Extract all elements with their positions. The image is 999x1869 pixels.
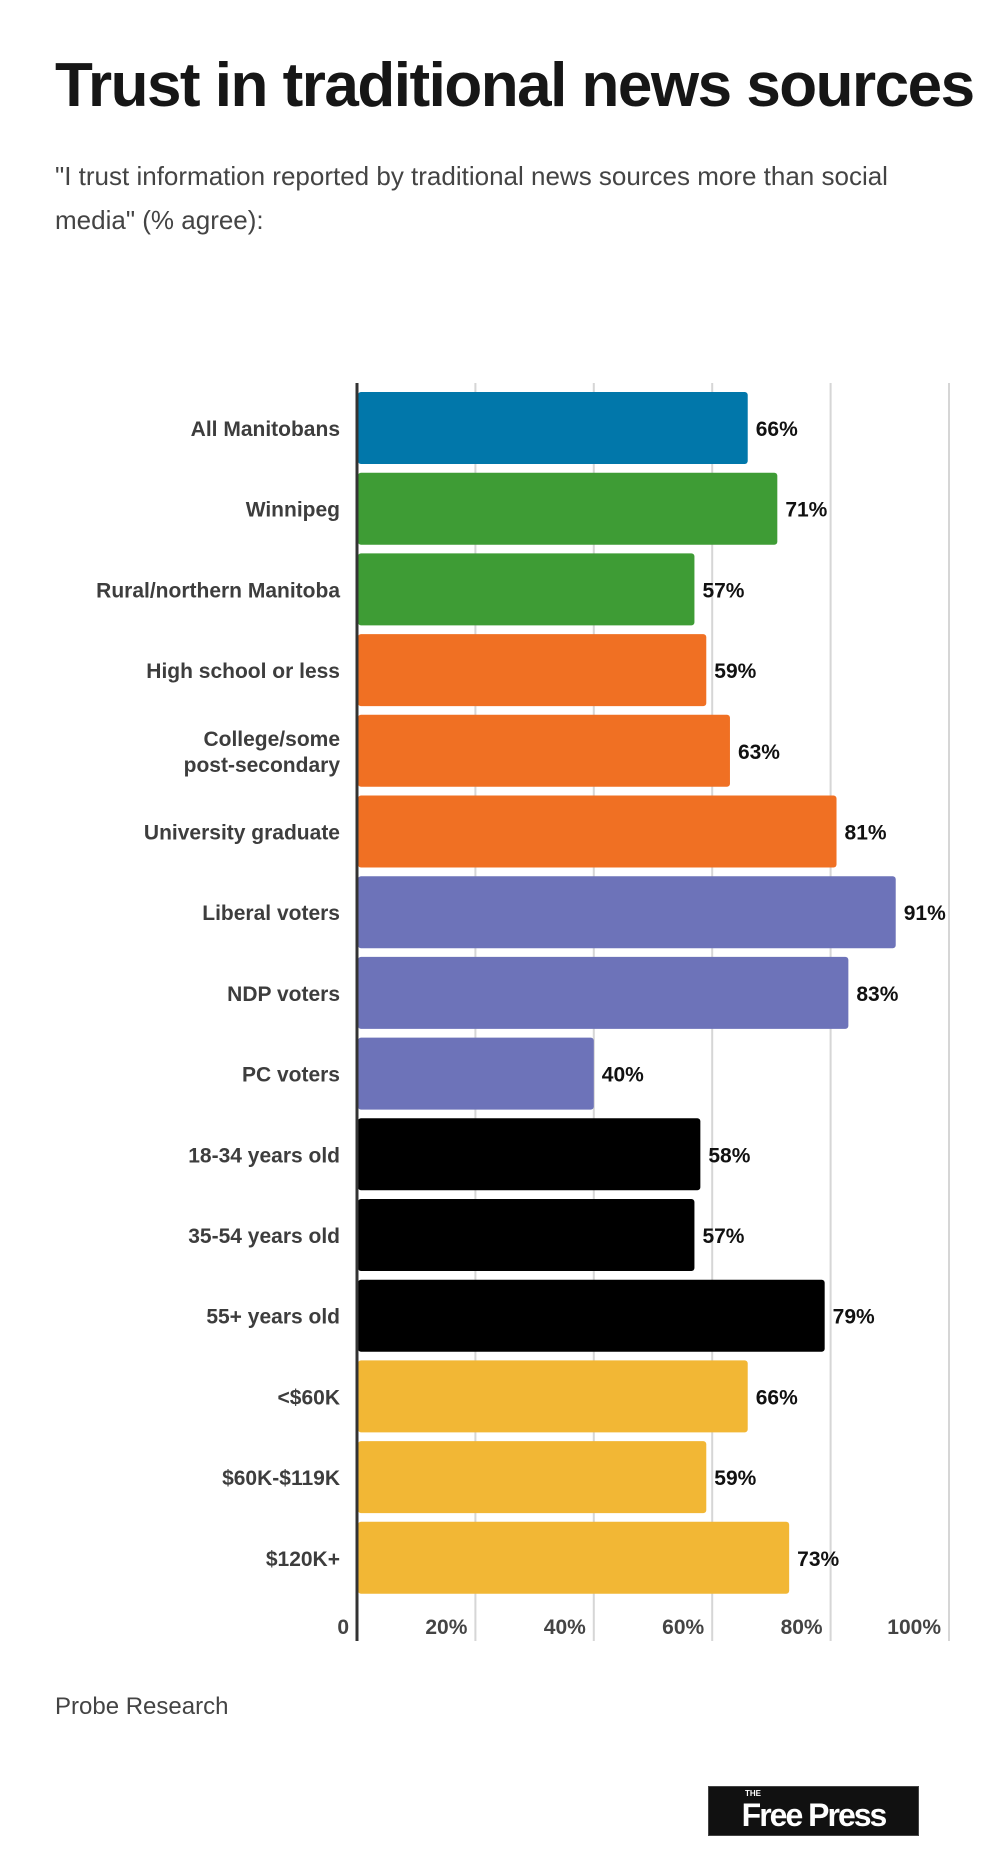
bar xyxy=(358,634,707,707)
value-label: 81% xyxy=(845,822,887,845)
category-label: University graduate xyxy=(144,822,340,845)
value-label: 79% xyxy=(833,1306,875,1329)
bar xyxy=(358,472,778,545)
value-label: 57% xyxy=(702,579,744,602)
bar xyxy=(358,876,896,949)
value-label: 83% xyxy=(856,983,898,1006)
chart-subtitle: "I trust information reported by traditi… xyxy=(55,161,888,235)
x-axis-ticks: 0 20% 40% 60% 80% 100% xyxy=(337,1616,941,1639)
category-label: High school or less xyxy=(146,660,340,683)
value-label: 63% xyxy=(738,741,780,764)
category-label: College/some post-secondary xyxy=(184,728,341,777)
category-label: Winnipeg xyxy=(246,499,340,522)
value-label: 59% xyxy=(714,660,756,683)
category-label: $60K-$119K xyxy=(222,1467,340,1490)
bar xyxy=(358,795,837,868)
value-label: 73% xyxy=(797,1548,839,1571)
value-label: 57% xyxy=(702,1225,744,1248)
x-tick-label: 20% xyxy=(425,1616,467,1639)
x-tick-label: 40% xyxy=(544,1616,586,1639)
logo-text: Free Press xyxy=(741,1797,888,1833)
bar xyxy=(358,553,695,626)
logo-small-text: THE xyxy=(745,1789,761,1798)
bar xyxy=(358,1037,594,1110)
category-label: PC voters xyxy=(242,1064,340,1087)
source-note: Probe Research xyxy=(55,1693,229,1720)
bar xyxy=(358,1360,748,1433)
category-labels: All Manitobans Winnipeg Rural/northern Man… xyxy=(96,418,340,1571)
bar xyxy=(358,1521,790,1594)
category-label: $120K+ xyxy=(266,1548,340,1571)
bar xyxy=(358,1199,695,1271)
x-tick-label: 80% xyxy=(781,1616,823,1639)
x-tick-label: 100% xyxy=(887,1616,941,1639)
bars: 66% 71% 57% 59% 63% 81% 91% 83% 40% 58% 57% 79% 66% 5… xyxy=(358,392,946,1594)
chart-title: Trust in traditional news sources xyxy=(55,51,975,120)
chart-header: Trust in traditional news sources "I tru… xyxy=(55,52,985,242)
value-label: 71% xyxy=(785,499,827,522)
category-label: NDP voters xyxy=(227,983,340,1006)
category-label: <$60K xyxy=(278,1386,340,1409)
value-label: 59% xyxy=(714,1467,756,1490)
x-tick-label: 0 xyxy=(337,1616,349,1639)
bar xyxy=(358,392,748,464)
category-label: Rural/northern Manitoba xyxy=(96,579,340,602)
category-label: 18-34 years old xyxy=(188,1144,340,1167)
free-press-logo: THE Free Press xyxy=(708,1786,919,1836)
value-label: 66% xyxy=(756,418,798,441)
category-label: 55+ years old xyxy=(206,1306,340,1329)
category-label: All Manitobans xyxy=(191,418,340,441)
value-label: 91% xyxy=(904,902,946,925)
bar xyxy=(358,1441,707,1514)
value-label: 40% xyxy=(602,1064,644,1087)
bar xyxy=(358,1279,825,1352)
category-label: Liberal voters xyxy=(202,902,340,925)
bar xyxy=(358,714,730,787)
value-label: 66% xyxy=(756,1386,798,1409)
bar xyxy=(358,956,849,1029)
value-label: 58% xyxy=(708,1144,750,1167)
category-label: 35-54 years old xyxy=(188,1225,340,1248)
bar xyxy=(358,1118,701,1191)
x-tick-label: 60% xyxy=(662,1616,704,1639)
